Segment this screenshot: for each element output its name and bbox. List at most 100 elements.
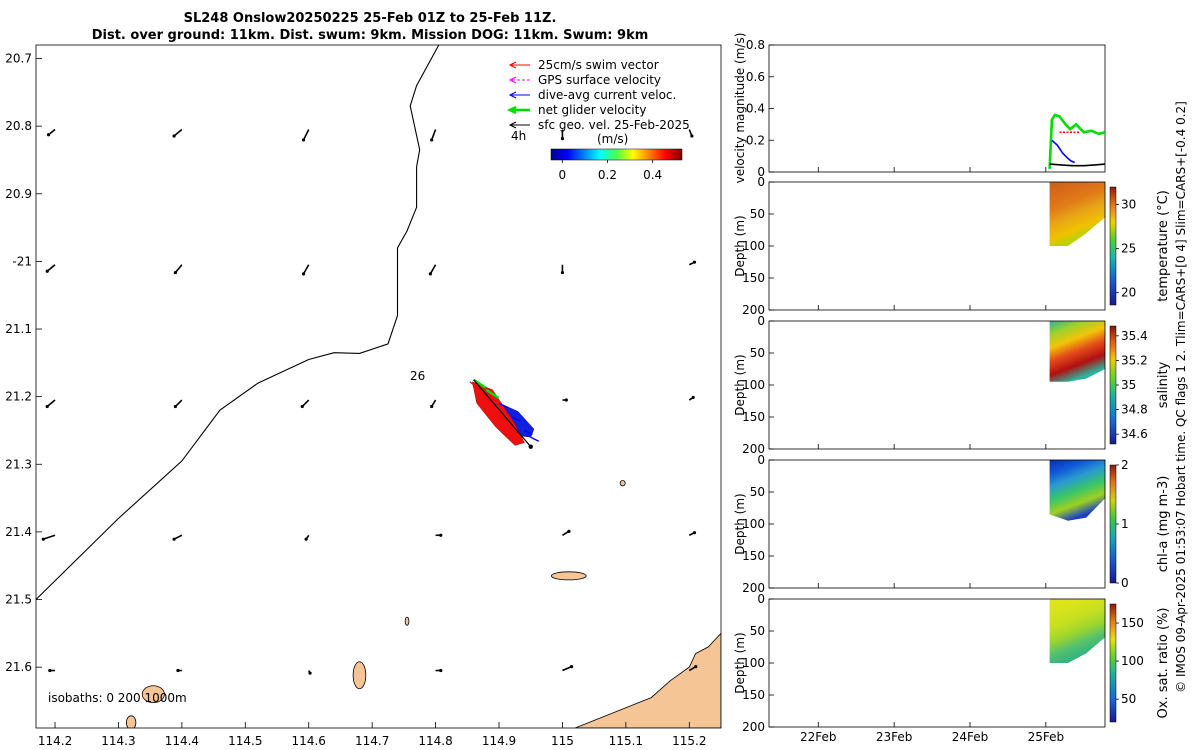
profile-colorbar <box>1109 325 1117 445</box>
time-axis-ticks: 22Feb 23Feb 24Feb 25Feb <box>800 730 1064 744</box>
sfc-vector-head <box>301 138 306 142</box>
sfc-vector-head <box>45 404 49 409</box>
sfc-vector <box>302 129 310 141</box>
sfc-vector-head <box>439 668 443 673</box>
map-frame <box>36 45 721 728</box>
profile-colorbar <box>1109 464 1117 584</box>
map-x-tick-label: 114.6 <box>292 734 326 748</box>
colorbar-title: (m/s) <box>597 132 628 146</box>
current-vector <box>524 429 533 436</box>
sfc-vector-head <box>173 404 177 409</box>
sfc-vector-head <box>176 668 180 673</box>
vector-duration-label: 4h <box>511 129 526 143</box>
profile-y-tick-label: 0 <box>757 592 765 606</box>
speed-colorbar-tick-label: 0 <box>558 168 566 182</box>
sfc-vector-head <box>45 269 49 273</box>
profile-y-tick-label: 200 <box>742 720 765 734</box>
sfc-vector-head <box>439 533 443 537</box>
profile-colorbar-tick-label: 34.8 <box>1121 403 1148 417</box>
sfc-vector-head <box>172 537 176 541</box>
profile-data-patch <box>1049 321 1105 382</box>
speed-colorbar-tick-label: 0.2 <box>598 168 617 182</box>
legend-arrowhead <box>508 76 517 84</box>
sfc-vector-head <box>172 134 176 138</box>
sfc-vector-head <box>430 404 434 409</box>
profile-colorbar-tick-label: 35.2 <box>1121 353 1148 367</box>
legend-arrowhead <box>508 121 517 129</box>
profile-panel: 0 50 100 150 200 Depth (m) 20 25 30 temperature (… <box>733 175 1171 317</box>
isobaths-label: isobaths: 0 200 1000m <box>48 691 187 705</box>
profile-y-tick-label: 150 <box>742 549 765 563</box>
island <box>141 685 165 704</box>
velocity-panel: velocity magnitude (m/s) 0 0.2 0.4 0.6 0.8 <box>733 33 1106 183</box>
velocity-y-tick-label: 0.4 <box>746 102 765 116</box>
sfc-vector-head <box>690 134 694 138</box>
sfc-vector-head <box>567 529 571 533</box>
map-x-tick-label: 114.9 <box>482 734 516 748</box>
sfc-vector-head <box>308 671 312 675</box>
profile-y-tick-label: 50 <box>750 624 765 638</box>
profile-colorbar <box>1109 186 1117 306</box>
map-y-tick-label: 20.8 <box>5 119 32 133</box>
profile-colorbar-tick-label: 20 <box>1121 286 1136 300</box>
profile-y-tick-label: 200 <box>742 442 765 456</box>
sfc-vector-head <box>694 665 698 669</box>
swim-vector <box>507 425 519 435</box>
sfc-vector <box>46 399 56 408</box>
speed-colorbar-tick-label: 0.4 <box>643 168 662 182</box>
isobath-line <box>36 45 440 600</box>
velocity-axes-box <box>768 44 1106 173</box>
legend-arrowhead <box>508 91 517 99</box>
map-axes-box <box>35 44 722 729</box>
profile-colorbar-tick-label: 0 <box>1121 576 1129 590</box>
map-x-tick-label: 114.2 <box>38 734 72 748</box>
map-x-tick-label: 114.5 <box>228 734 262 748</box>
legend-arrowhead <box>507 105 517 115</box>
velocity-series-line <box>1051 139 1076 164</box>
track-end <box>528 444 533 449</box>
map-y-tick-label: 21.2 <box>5 390 32 404</box>
sfc-vector <box>562 665 572 672</box>
velocity-y-tick-label: 0.8 <box>746 38 765 52</box>
chart-title-line-2: Dist. over ground: 11km. Dist. swum: 9km… <box>92 28 649 43</box>
sfc-vector-head <box>428 272 432 276</box>
sfc-vector-head <box>569 665 574 669</box>
velocity-y-tick-label: 0.6 <box>746 70 765 84</box>
velocity-y-tick-label: 0.2 <box>746 133 765 147</box>
current-vector <box>530 436 540 442</box>
profile-y-tick-label: 200 <box>742 581 765 595</box>
map-panel: 114.2 114.3 114.4 114.5 114.6 114.7 114.8 114.9… <box>5 44 722 748</box>
map-y-tick-label: 21.3 <box>5 457 32 471</box>
map-x-tick-label: 114.3 <box>101 734 135 748</box>
legend-label: net glider velocity <box>538 103 646 117</box>
swim-vector <box>494 411 506 421</box>
map-x-tick-label: 114.8 <box>418 734 452 748</box>
profile-colorbar <box>1109 603 1117 723</box>
profile-colorbar-tick-label: 30 <box>1121 198 1136 212</box>
profile-y-tick-label: 100 <box>742 656 765 670</box>
map-x-ticks: 114.2 114.3 114.4 114.5 114.6 114.7 114.8 114.9… <box>38 722 706 748</box>
profile-colorbar-label: salinity <box>1156 361 1171 408</box>
velocity-y-tick-label: 0 <box>757 165 765 179</box>
sfc-vector-head <box>564 398 568 402</box>
velocity-y-ticks: 0 0.2 0.4 0.6 0.8 <box>746 38 1047 179</box>
sfc-vector-head <box>301 272 306 276</box>
net-vector <box>485 388 500 399</box>
profile-colorbar-tick-label: 1 <box>1121 517 1129 531</box>
sfc-vector-head <box>692 531 697 535</box>
map-x-tick-label: 115.1 <box>609 734 643 748</box>
time-tick-label: 24Feb <box>952 730 989 744</box>
map-x-tick-label: 115 <box>551 734 574 748</box>
legend-label: dive-avg current veloc. <box>538 88 676 102</box>
profile-colorbar-tick-label: 150 <box>1121 616 1144 630</box>
profile-ylabel: Depth (m) <box>733 493 747 554</box>
sfc-vector <box>302 264 310 275</box>
sfc-vector-head <box>173 270 177 275</box>
profile-colorbar-label: temperature (°C) <box>1156 190 1171 302</box>
profile-colorbar-tick-label: 2 <box>1121 458 1129 472</box>
profile-y-tick-label: 0 <box>757 175 765 189</box>
net-vector <box>472 378 487 389</box>
profile-y-tick-label: 0 <box>757 314 765 328</box>
